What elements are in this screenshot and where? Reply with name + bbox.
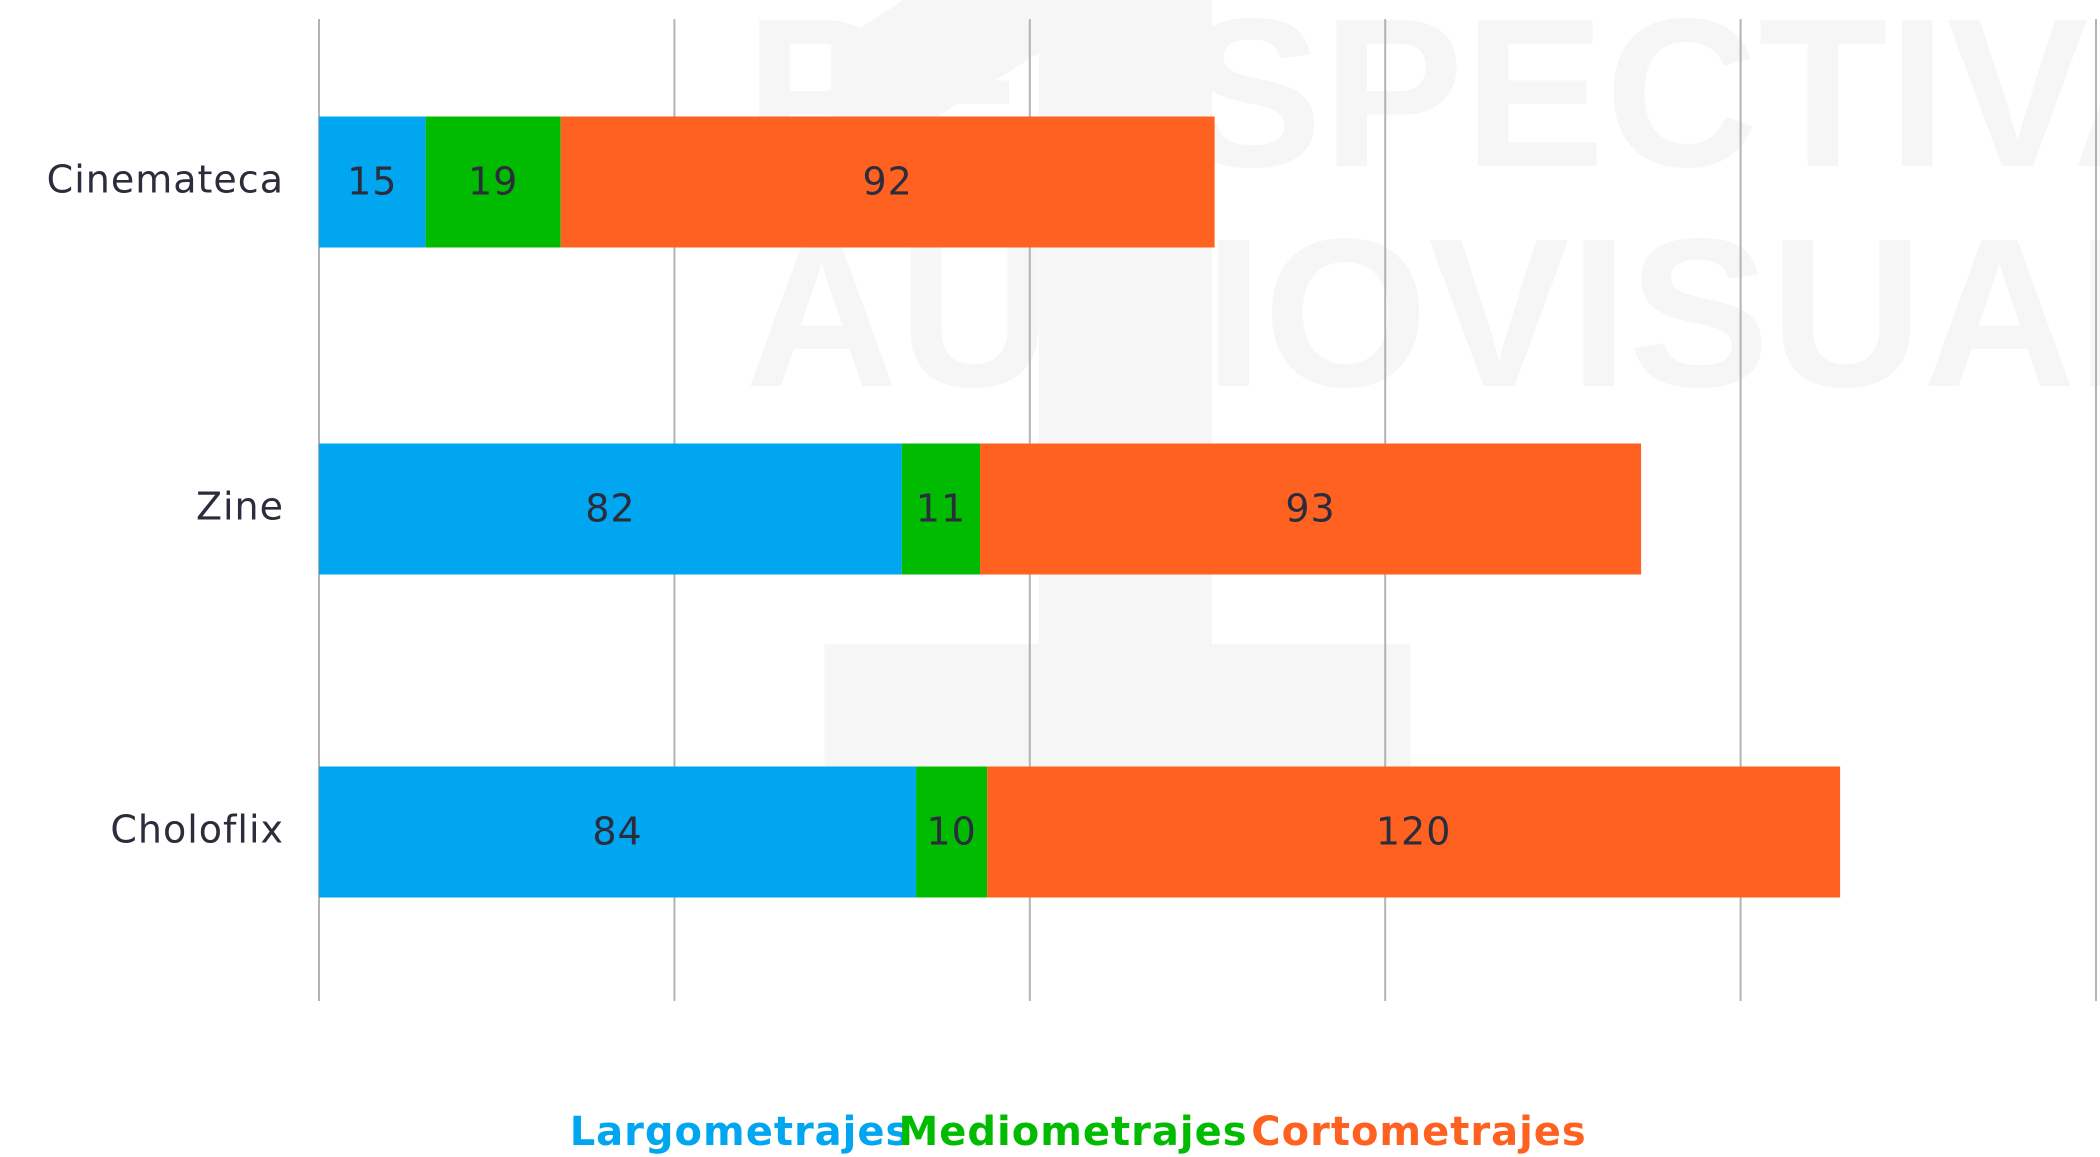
legend-entry: Cortometrajes	[1251, 1109, 1586, 1155]
bar-segment	[980, 443, 1642, 575]
category-label: Cinemateca	[47, 158, 284, 202]
category-label: Choloflix	[110, 808, 284, 852]
value-label: 15	[347, 160, 397, 204]
value-label: 82	[585, 487, 635, 531]
value-label: 93	[1285, 487, 1335, 531]
category-label: Zine	[196, 485, 284, 529]
legend-entry: Largometrajes	[570, 1109, 911, 1155]
bar-segment	[560, 116, 1215, 248]
value-label: 92	[862, 160, 912, 204]
bar-segment	[319, 766, 917, 898]
bar-segment	[916, 766, 988, 898]
value-label: 84	[592, 810, 642, 854]
value-label: 120	[1376, 810, 1452, 854]
value-label: 19	[468, 160, 518, 204]
bar-segment	[319, 116, 426, 248]
bar-segment	[901, 443, 981, 575]
bar-segment	[987, 766, 1841, 898]
bar-segment	[319, 443, 902, 575]
value-label: 10	[926, 810, 976, 854]
value-label: 11	[916, 487, 966, 531]
legend-entry: Mediometrajes	[898, 1109, 1247, 1155]
bar-segment	[425, 116, 561, 248]
